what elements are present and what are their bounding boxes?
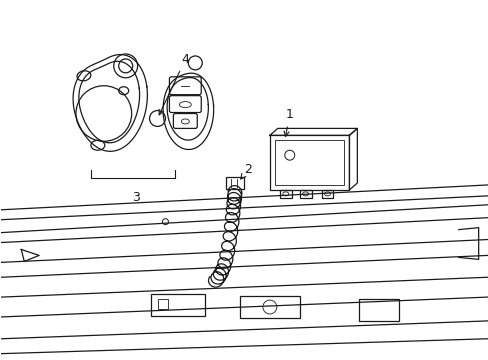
- Bar: [299, 190, 311, 198]
- Text: 3: 3: [131, 192, 139, 204]
- Bar: [150, 294, 205, 316]
- Bar: [274, 140, 344, 185]
- Bar: [158, 299, 168, 309]
- Bar: [359, 299, 398, 321]
- Bar: [240, 296, 299, 318]
- Bar: [321, 190, 333, 198]
- Bar: [225, 177, 244, 189]
- Text: 2: 2: [240, 163, 251, 179]
- Text: 1: 1: [284, 108, 293, 136]
- Bar: [279, 190, 291, 198]
- Text: 4: 4: [159, 53, 189, 115]
